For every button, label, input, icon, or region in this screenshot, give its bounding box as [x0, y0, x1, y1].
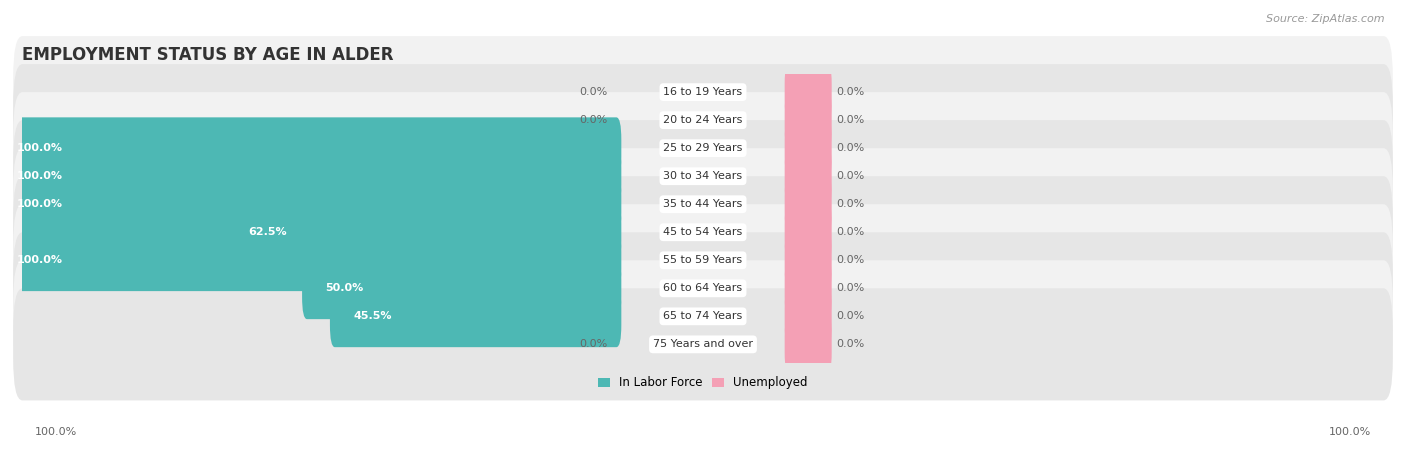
FancyBboxPatch shape [13, 288, 1393, 400]
Text: 50.0%: 50.0% [326, 284, 364, 293]
FancyBboxPatch shape [0, 173, 621, 235]
Text: 100.0%: 100.0% [1329, 428, 1371, 437]
Text: 55 to 59 Years: 55 to 59 Years [664, 255, 742, 266]
Text: 0.0%: 0.0% [837, 87, 865, 97]
FancyBboxPatch shape [330, 285, 621, 347]
Text: 0.0%: 0.0% [579, 339, 607, 349]
Text: 0.0%: 0.0% [837, 339, 865, 349]
Text: 0.0%: 0.0% [837, 115, 865, 125]
FancyBboxPatch shape [785, 173, 832, 235]
Text: 45.5%: 45.5% [353, 311, 392, 321]
FancyBboxPatch shape [13, 148, 1393, 260]
Text: 0.0%: 0.0% [837, 284, 865, 293]
Text: 25 to 29 Years: 25 to 29 Years [664, 143, 742, 153]
Text: 20 to 24 Years: 20 to 24 Years [664, 115, 742, 125]
Text: 62.5%: 62.5% [249, 227, 287, 237]
Text: 30 to 34 Years: 30 to 34 Years [664, 171, 742, 181]
FancyBboxPatch shape [13, 64, 1393, 176]
FancyBboxPatch shape [785, 314, 832, 375]
Legend: In Labor Force, Unemployed: In Labor Force, Unemployed [593, 372, 813, 394]
FancyBboxPatch shape [0, 145, 621, 207]
Text: 0.0%: 0.0% [837, 199, 865, 209]
Text: 60 to 64 Years: 60 to 64 Years [664, 284, 742, 293]
Text: 100.0%: 100.0% [35, 428, 77, 437]
FancyBboxPatch shape [785, 230, 832, 291]
Text: 0.0%: 0.0% [837, 171, 865, 181]
FancyBboxPatch shape [785, 285, 832, 347]
FancyBboxPatch shape [13, 204, 1393, 316]
FancyBboxPatch shape [13, 92, 1393, 204]
Text: 100.0%: 100.0% [17, 255, 62, 266]
FancyBboxPatch shape [225, 202, 621, 263]
Text: 65 to 74 Years: 65 to 74 Years [664, 311, 742, 321]
FancyBboxPatch shape [785, 90, 832, 151]
Text: 100.0%: 100.0% [17, 171, 62, 181]
FancyBboxPatch shape [13, 176, 1393, 288]
FancyBboxPatch shape [785, 61, 832, 123]
Text: 0.0%: 0.0% [837, 311, 865, 321]
FancyBboxPatch shape [13, 232, 1393, 344]
Text: 16 to 19 Years: 16 to 19 Years [664, 87, 742, 97]
FancyBboxPatch shape [785, 117, 832, 179]
FancyBboxPatch shape [13, 36, 1393, 148]
FancyBboxPatch shape [785, 202, 832, 263]
FancyBboxPatch shape [785, 145, 832, 207]
FancyBboxPatch shape [0, 117, 621, 179]
Text: 0.0%: 0.0% [837, 227, 865, 237]
FancyBboxPatch shape [0, 230, 621, 291]
Text: 0.0%: 0.0% [579, 87, 607, 97]
FancyBboxPatch shape [13, 120, 1393, 232]
Text: 0.0%: 0.0% [579, 115, 607, 125]
Text: 0.0%: 0.0% [837, 143, 865, 153]
FancyBboxPatch shape [785, 257, 832, 319]
Text: Source: ZipAtlas.com: Source: ZipAtlas.com [1267, 14, 1385, 23]
Text: 45 to 54 Years: 45 to 54 Years [664, 227, 742, 237]
Text: 75 Years and over: 75 Years and over [652, 339, 754, 349]
FancyBboxPatch shape [302, 257, 621, 319]
FancyBboxPatch shape [13, 260, 1393, 373]
Text: 100.0%: 100.0% [17, 143, 62, 153]
Text: EMPLOYMENT STATUS BY AGE IN ALDER: EMPLOYMENT STATUS BY AGE IN ALDER [22, 46, 394, 64]
Text: 100.0%: 100.0% [17, 199, 62, 209]
Text: 35 to 44 Years: 35 to 44 Years [664, 199, 742, 209]
Text: 0.0%: 0.0% [837, 255, 865, 266]
